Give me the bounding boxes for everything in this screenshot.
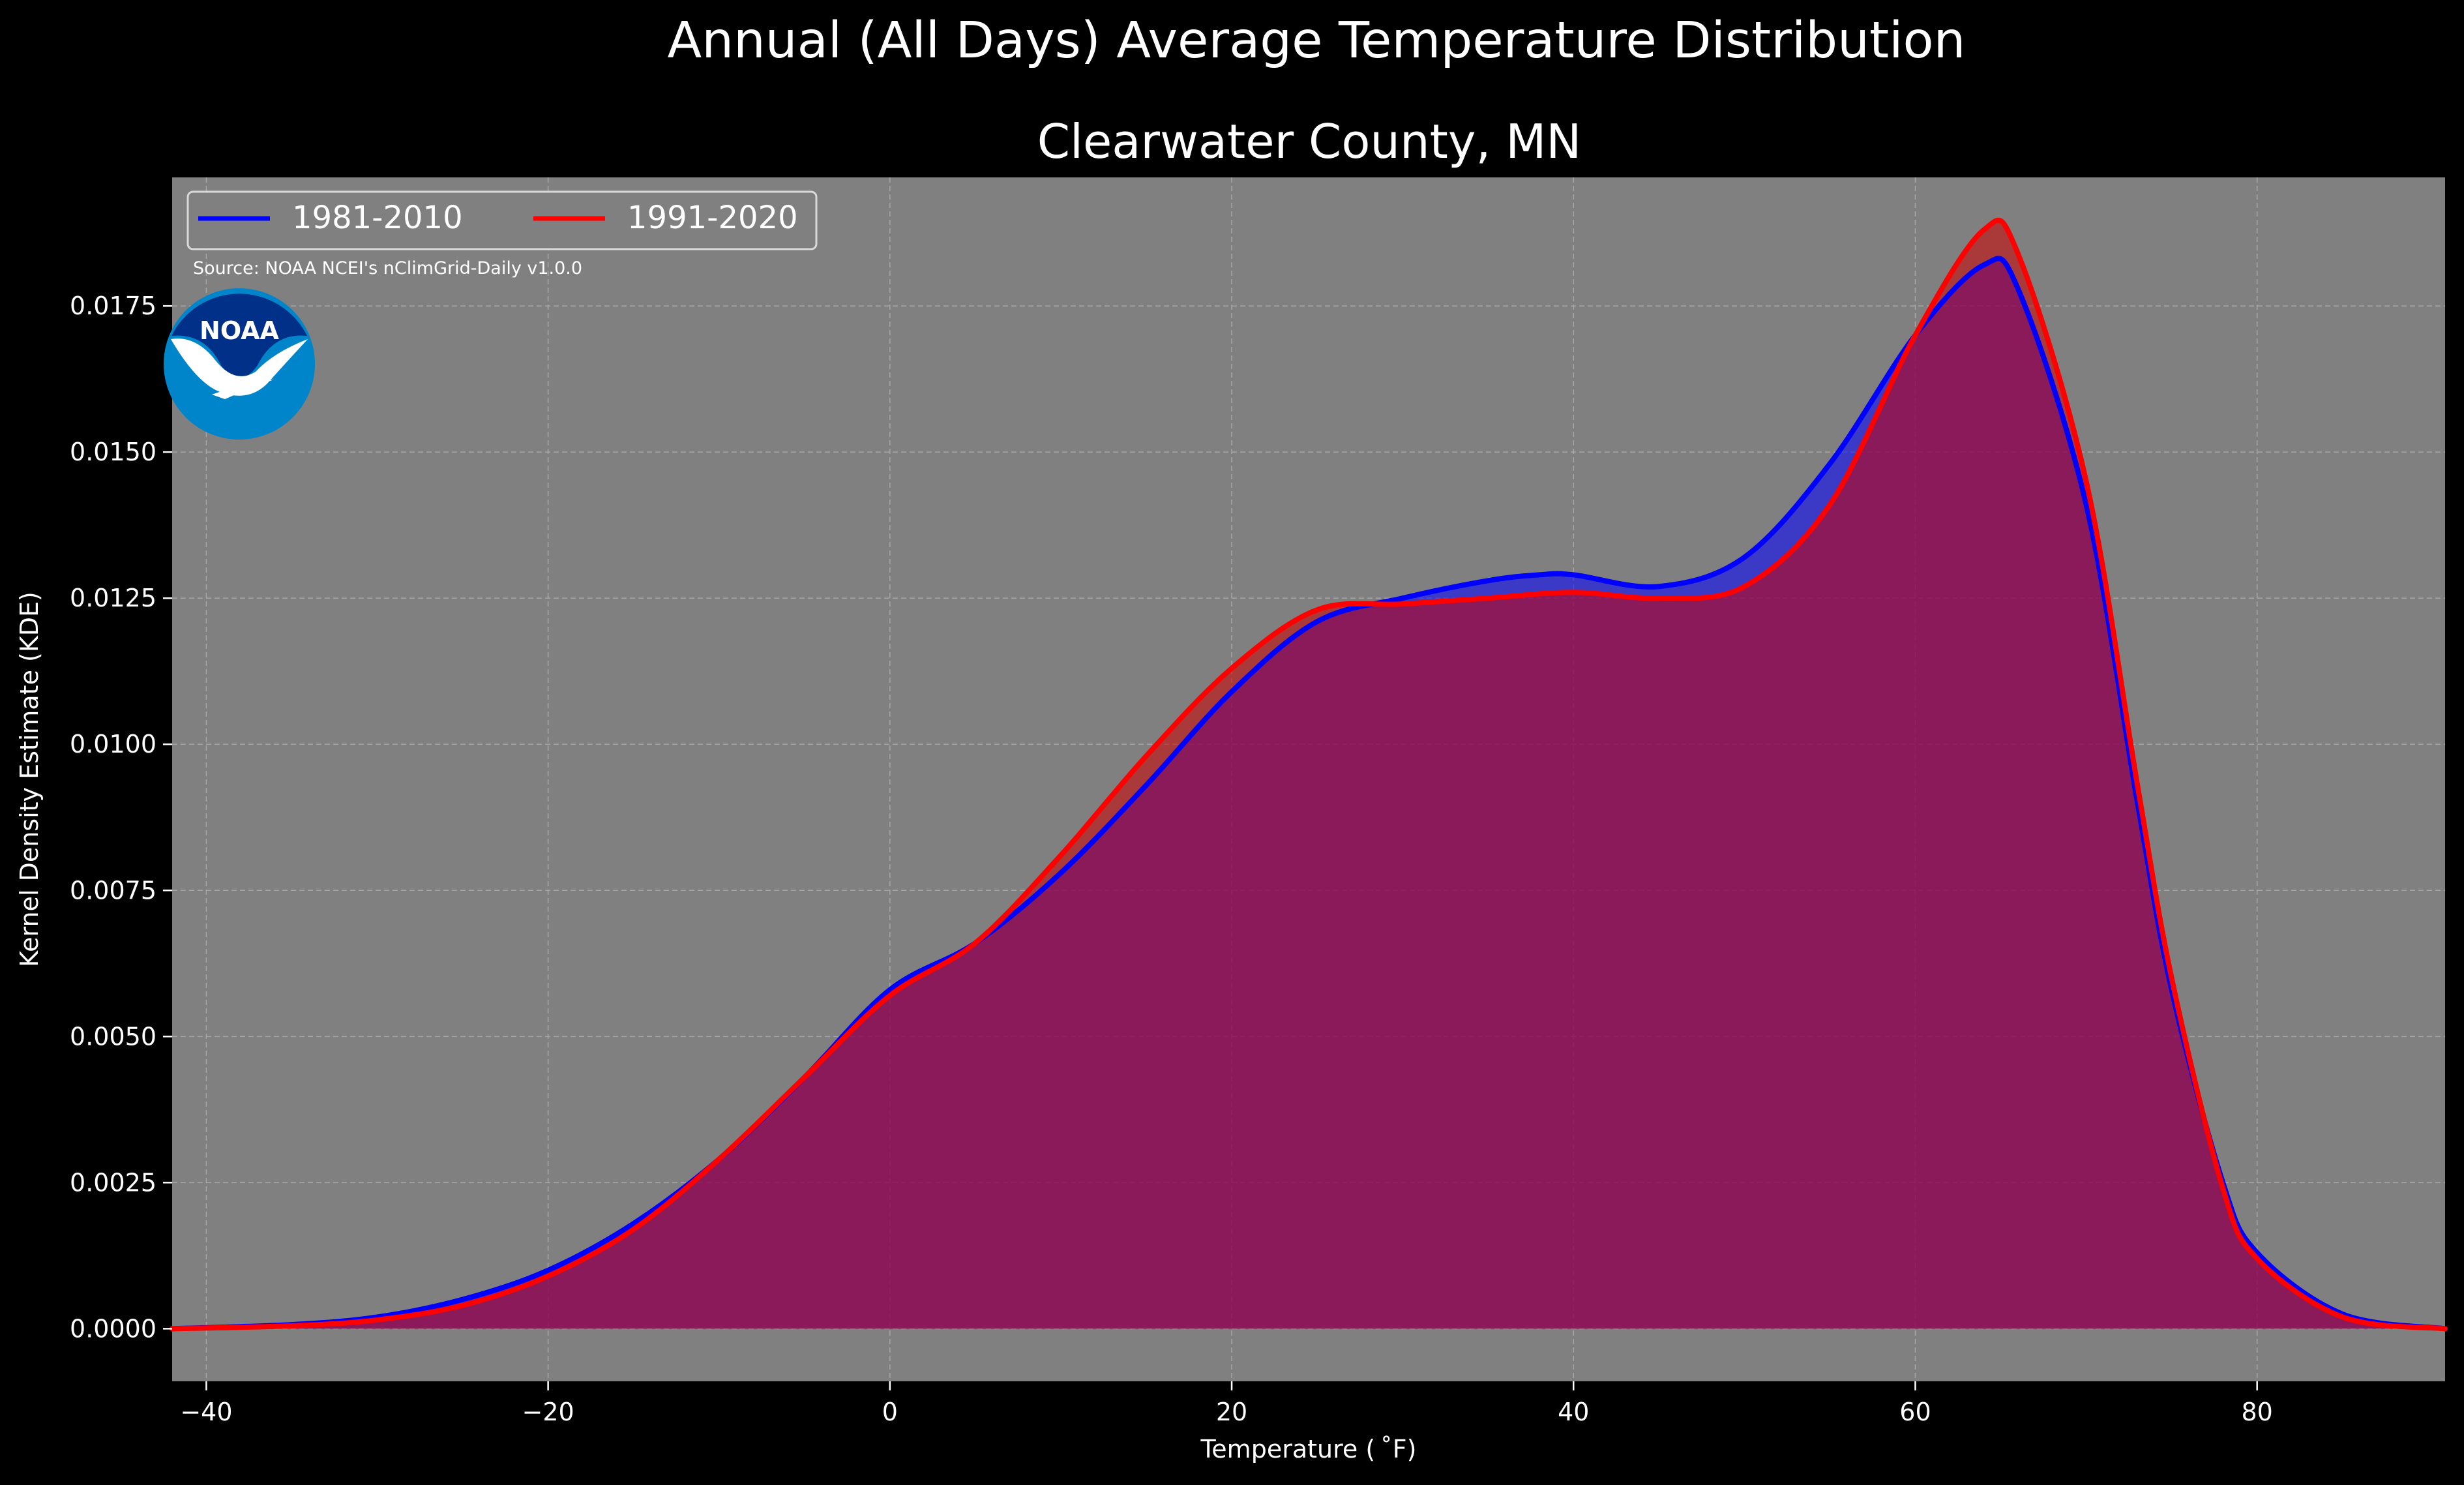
x-tick-label: 60 (1899, 1398, 1931, 1426)
x-axis-label: Temperature ( ˚F) (1200, 1435, 1417, 1463)
series-fills (172, 220, 2445, 1329)
noaa-logo-gull-icon (171, 338, 308, 396)
chart-title: Clearwater County, MN (1037, 114, 1582, 169)
y-tick-label: 0.0000 (70, 1314, 156, 1343)
noaa-logo-text: NOAA (200, 316, 279, 345)
x-tick-label: −20 (522, 1398, 574, 1426)
legend-label-1981-2010: 1981-2010 (292, 200, 463, 236)
x-tick-label: 40 (1558, 1398, 1589, 1426)
y-tick-label: 0.0175 (70, 292, 156, 320)
suptitle: Annual (All Days) Average Temperature Di… (668, 12, 1966, 70)
x-tick-label: 0 (882, 1398, 898, 1426)
x-tick-label: 20 (1216, 1398, 1247, 1426)
series-fill-1991-2020 (172, 220, 2445, 1329)
y-tick-label: 0.0075 (70, 876, 156, 905)
legend-box (186, 190, 818, 250)
y-axis: 0.0000 0.0025 0.0050 0.0075 0.0100 0.0125 0.01… (70, 292, 172, 1343)
y-tick-label: 0.0100 (70, 730, 156, 758)
noaa-logo-top-icon (171, 293, 307, 378)
y-tick-label: 0.0025 (70, 1168, 156, 1197)
legend: 1981-2010 1991-2020 (186, 190, 818, 250)
noaa-logo: NOAA (164, 288, 315, 440)
x-tick-label: 80 (2242, 1398, 2273, 1426)
y-tick-label: 0.0150 (70, 438, 156, 466)
y-tick-label: 0.0125 (70, 584, 156, 612)
source-note: Source: NOAA NCEI's nClimGrid-Daily v1.0… (193, 258, 582, 278)
noaa-logo-wing-icon (212, 380, 274, 399)
y-tick-label: 0.0050 (70, 1022, 156, 1051)
x-tick-label: −40 (180, 1398, 232, 1426)
series-line-1981-2010 (170, 256, 2448, 1332)
series-lines (170, 217, 2448, 1332)
series-line-1991-2020 (170, 217, 2448, 1332)
x-axis: −40 −20 0 20 40 60 80 (180, 1381, 2273, 1426)
y-axis-label: Kernel Density Estimate (KDE) (15, 592, 44, 967)
legend-label-1991-2020: 1991-2020 (627, 200, 798, 236)
